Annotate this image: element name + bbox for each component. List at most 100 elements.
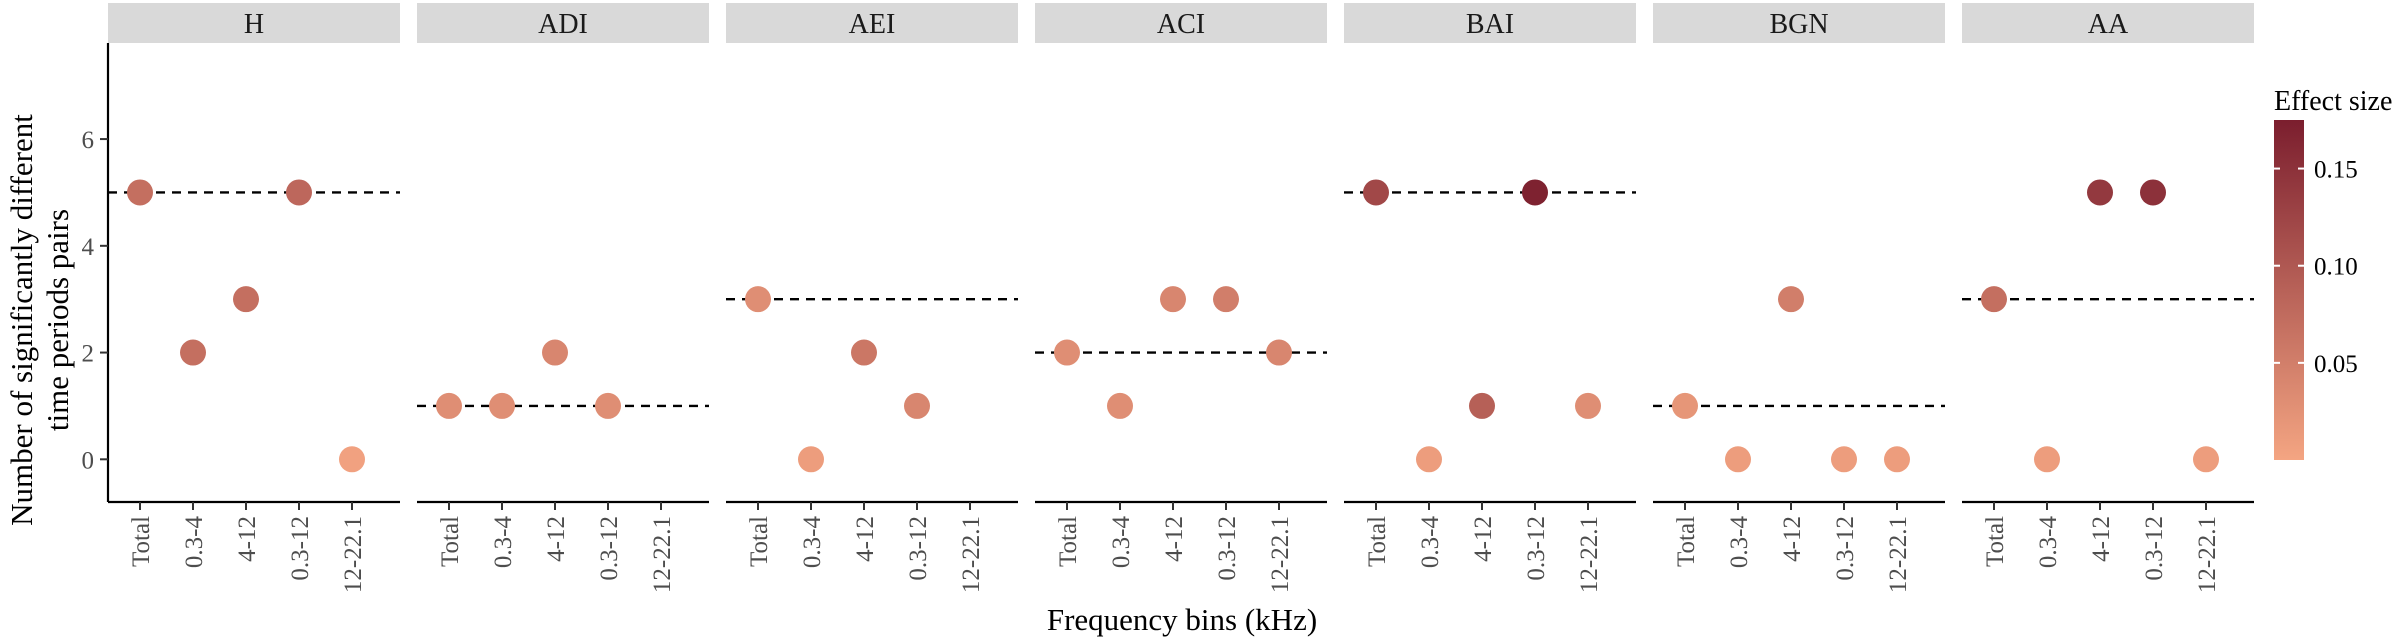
x-tick-label: Total [1055, 516, 1082, 567]
y-axis-title-line-2: time periods pairs [40, 209, 75, 431]
panel-strip-label: ACI [1157, 9, 1205, 40]
panel-h: H Total 0.3-4 4-12 0.3-12 12-22.1 [108, 3, 400, 593]
x-tick-label: 12-22.1 [1267, 516, 1294, 593]
panel-strip [1962, 3, 2254, 43]
data-point [180, 339, 206, 366]
x-tick-label: 12-22.1 [649, 516, 676, 593]
x-tick-label: 0.3-12 [2141, 516, 2168, 581]
x-tick-label: 12-22.1 [2194, 516, 2221, 593]
x-tick-label: 0.3-4 [1108, 516, 1135, 569]
data-point [1363, 179, 1389, 206]
data-point [1469, 392, 1495, 419]
x-tick-label: 4-12 [2088, 516, 2115, 562]
legend-tick-label: 0.05 [2314, 351, 2358, 378]
panel-aei: AEI Total 0.3-4 4-12 0.3-12 12-22.1 [726, 3, 1018, 593]
data-point [1266, 339, 1292, 366]
panels: H Total 0.3-4 4-12 0.3-12 12-22.1 ADI Total 0.3-… [108, 3, 2254, 593]
x-tick-label: Total [746, 516, 773, 567]
panel-strip-label: AEI [849, 9, 896, 40]
data-point [1522, 179, 1548, 206]
data-point [1725, 446, 1751, 473]
x-tick-label: Total [437, 516, 464, 567]
panel-bgn: BGN Total 0.3-4 4-12 0.3-12 12-22.1 [1653, 3, 1945, 593]
data-point [286, 179, 312, 206]
data-point [851, 339, 877, 366]
panel-strip-label: ADI [538, 9, 588, 40]
legend-colorbar [2274, 120, 2304, 460]
legend-title: Effect size [2274, 86, 2392, 117]
data-point [339, 446, 365, 473]
x-tick-label: 0.3-12 [287, 516, 314, 581]
data-point [127, 179, 153, 206]
panel-strip [417, 3, 709, 43]
x-tick-label: Total [1982, 516, 2009, 567]
data-point [1213, 286, 1239, 313]
legend-tick-label: 0.10 [2314, 254, 2358, 281]
x-tick-label: 0.3-4 [2035, 516, 2062, 569]
data-point [1160, 286, 1186, 313]
panel-strip [1653, 3, 1945, 43]
x-tick-label: 0.3-12 [905, 516, 932, 581]
panel-strip-label: AA [2088, 9, 2129, 40]
legend-ticks: 0.05 0.10 0.15 [2274, 157, 2358, 378]
x-tick-label: 0.3-4 [1417, 516, 1444, 569]
data-point [2140, 179, 2166, 206]
x-tick-label: 4-12 [1470, 516, 1497, 562]
x-tick-label: 4-12 [543, 516, 570, 562]
panel-strip [1035, 3, 1327, 43]
x-tick-label: 0.3-4 [1726, 516, 1753, 569]
data-point [2034, 446, 2060, 473]
data-point [436, 392, 462, 419]
panel-strip [726, 3, 1018, 43]
x-tick-label: 4-12 [1779, 516, 1806, 562]
x-tick-label: 0.3-12 [596, 516, 623, 581]
data-point [2193, 446, 2219, 473]
x-tick-label: 4-12 [1161, 516, 1188, 562]
y-tick-label: 0 [82, 447, 95, 474]
panel-strip-label: BGN [1769, 9, 1828, 40]
data-point [1778, 286, 1804, 313]
legend-tick-label: 0.15 [2314, 157, 2358, 184]
y-tick-label: 6 [82, 127, 95, 154]
y-tick-label: 2 [82, 341, 95, 368]
effect-size-legend: Effect size 0.05 0.10 0.15 [2274, 86, 2392, 460]
data-point [542, 339, 568, 366]
x-tick-label: 4-12 [852, 516, 879, 562]
x-tick-label: 0.3-4 [799, 516, 826, 569]
x-tick-label: 0.3-12 [1214, 516, 1241, 581]
x-tick-label: 0.3-4 [490, 516, 517, 569]
data-point [1981, 286, 2007, 313]
x-axis-title: Frequency bins (kHz) [1047, 602, 1317, 637]
x-tick-label: 0.3-12 [1523, 516, 1550, 581]
panel-strip-label: H [244, 9, 264, 40]
data-point [1672, 392, 1698, 419]
panel-aa: AA Total 0.3-4 4-12 0.3-12 12-22.1 [1962, 3, 2254, 593]
data-point [1831, 446, 1857, 473]
x-tick-label: 12-22.1 [1576, 516, 1603, 593]
x-tick-label: Total [128, 516, 155, 567]
data-point [904, 392, 930, 419]
data-point [1416, 446, 1442, 473]
x-tick-label: 4-12 [234, 516, 261, 562]
x-tick-label: 0.3-12 [1832, 516, 1859, 581]
x-tick-label: 12-22.1 [1885, 516, 1912, 593]
data-point [745, 286, 771, 313]
y-axis-title-line-1: Number of significantly different [4, 114, 39, 526]
x-tick-label: Total [1364, 516, 1391, 567]
data-point [595, 392, 621, 419]
data-point [489, 392, 515, 419]
x-tick-label: 0.3-4 [181, 516, 208, 569]
y-axis: 0 2 4 6 [82, 43, 110, 502]
x-tick-label: Total [1673, 516, 1700, 567]
data-point [233, 286, 259, 313]
panel-strip [1344, 3, 1636, 43]
panel-aci: ACI Total 0.3-4 4-12 0.3-12 12-22.1 [1035, 3, 1327, 593]
x-tick-label: 12-22.1 [958, 516, 985, 593]
data-point [1575, 392, 1601, 419]
data-point [1054, 339, 1080, 366]
panel-bai: BAI Total 0.3-4 4-12 0.3-12 12-22.1 [1344, 3, 1636, 593]
y-tick-label: 4 [82, 234, 95, 261]
panel-strip [108, 3, 400, 43]
data-point [2087, 179, 2113, 206]
